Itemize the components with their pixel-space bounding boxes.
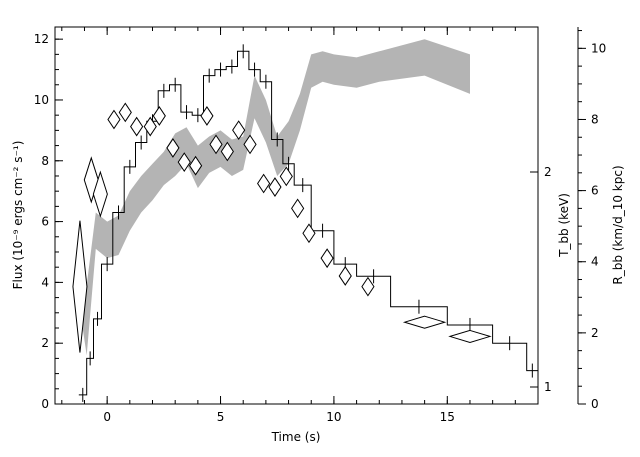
radius-point (361, 276, 375, 297)
radius-point (279, 166, 293, 187)
x-tick-label: 5 (217, 410, 225, 424)
radius-tick-label: 6 (591, 184, 599, 198)
y-tick-label: 10 (34, 93, 49, 107)
radius-point (268, 177, 282, 197)
radius-point (118, 102, 132, 123)
radius-tick-label: 0 (591, 397, 599, 411)
radius-point (92, 170, 108, 218)
plot-frame (54, 26, 539, 405)
x-tick-label: 15 (440, 410, 455, 424)
flux-histogram-layer (78, 50, 538, 396)
x-tick-label: 10 (326, 410, 341, 424)
radius-point (220, 141, 234, 162)
radius-point (130, 116, 144, 137)
x-axis-label: Time (s) (271, 430, 321, 444)
temperature-band-layer (77, 39, 470, 356)
radius-point (243, 134, 257, 155)
radius-point (402, 315, 447, 329)
radius-point (338, 266, 352, 286)
temperature-tick-label: 2 (544, 165, 552, 179)
radius-point (448, 329, 492, 343)
radius-point (143, 116, 157, 137)
radius-point (200, 106, 214, 126)
radius-point (302, 223, 316, 244)
radius-point (320, 248, 334, 269)
y-tick-label: 6 (41, 215, 49, 229)
y-tick-label: 8 (41, 154, 49, 168)
radius-point (72, 220, 88, 353)
radius-point (188, 155, 203, 176)
radius-point (107, 109, 121, 130)
radius-tick-label: 2 (591, 326, 599, 340)
temperature-band (77, 39, 470, 356)
radius-point (257, 173, 271, 194)
radius-point (166, 138, 180, 158)
radius-point (209, 134, 223, 155)
radius-tick-label: 8 (591, 112, 599, 126)
flux-histogram (78, 50, 538, 396)
radius-points-layer (72, 102, 492, 353)
y-tick-label: 12 (34, 32, 49, 46)
y-axis-label-left: Flux (10⁻⁹ ergs cm⁻² s⁻¹) (11, 141, 25, 290)
radius-point (291, 198, 305, 219)
temperature-tick-label: 1 (544, 380, 552, 394)
radius-point (232, 120, 246, 141)
y-axis-label-radius: R_bb (km/d_10 kpc) (611, 165, 625, 284)
radius-point (152, 106, 166, 126)
y-tick-label: 4 (41, 275, 49, 289)
y-axis-label-temperature: T_bb (keV) (557, 193, 571, 258)
x-tick-label: 0 (103, 410, 111, 424)
radius-tick-label: 4 (591, 255, 599, 269)
radius-point (177, 152, 191, 173)
y-tick-label: 0 (41, 397, 49, 411)
radius-tick-label: 10 (591, 41, 606, 55)
y-tick-label: 2 (41, 336, 49, 350)
